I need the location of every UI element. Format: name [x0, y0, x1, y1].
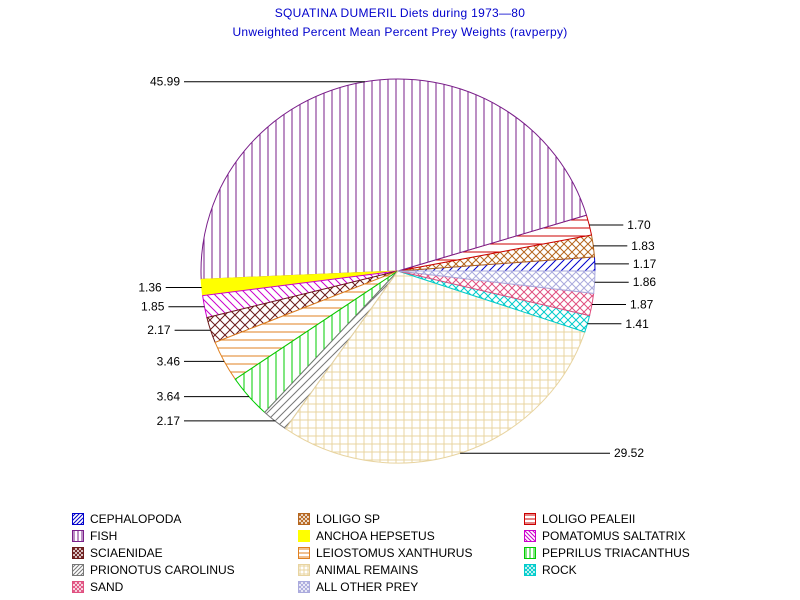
legend-swatch-peprilus-triacanthus: [524, 547, 536, 559]
pie-slice-animal-remains: [284, 270, 586, 464]
legend-label: PEPRILUS TRIACANTHUS: [542, 546, 690, 560]
slice-labels: 1.17 1.83 1.70 45.99 1.36 1.85 2.17 3.46 3.64 2.1…: [138, 75, 656, 461]
legend-item-pomatomus-saltatrix: POMATOMUS SALTATRIX: [524, 528, 686, 544]
slice-label-prionotus-carolinus: 2.17: [157, 414, 181, 428]
legend-swatch-fish: [72, 530, 84, 542]
legend-item-cephalopoda: CEPHALOPODA: [72, 511, 181, 527]
slice-label-all-other-prey: 1.86: [633, 275, 657, 289]
slice-label-cephalopoda: 1.17: [633, 257, 657, 271]
legend-swatch-prionotus-carolinus: [72, 564, 84, 576]
legend-label: ALL OTHER PREY: [316, 580, 419, 594]
legend-item-leiostomus-xanthurus: LEIOSTOMUS XANTHURUS: [298, 545, 472, 561]
legend-label: SAND: [90, 580, 124, 594]
pie-chart: 1.17 1.83 1.70 45.99 1.36 1.85 2.17 3.46 3.64 2.1…: [138, 75, 657, 464]
legend-item-sand: SAND: [72, 579, 123, 595]
slice-label-sand: 1.87: [630, 298, 654, 312]
legend-swatch-all-other-prey: [298, 581, 310, 593]
legend-swatch-anchoa-hepsetus: [298, 530, 310, 542]
slice-label-peprilus-triacanthus: 3.64: [157, 390, 181, 404]
pie-slice-fish: [200, 78, 588, 280]
slice-label-leiostomus-xanthurus: 3.46: [157, 354, 181, 368]
legend-swatch-cephalopoda: [72, 513, 84, 525]
legend-swatch-leiostomus-xanthurus: [298, 547, 310, 559]
slice-label-fish: 45.99: [150, 75, 180, 89]
legend-swatch-rock: [524, 564, 536, 576]
slice-label-sciaenidae: 2.17: [147, 323, 171, 337]
legend-label: SCIAENIDAE: [90, 546, 163, 560]
slice-label-anchoa-hepsetus: 1.36: [138, 281, 162, 295]
legend-item-rock: ROCK: [524, 562, 577, 578]
legend-swatch-pomatomus-saltatrix: [524, 530, 536, 542]
chart-subtitle: Unweighted Percent Mean Percent Prey Wei…: [232, 25, 568, 39]
pie-slice-all-other-prey: [397, 270, 596, 294]
pie-slices: [200, 78, 596, 464]
legend-label: POMATOMUS SALTATRIX: [542, 529, 686, 543]
slice-label-rock: 1.41: [625, 317, 649, 331]
legend-swatch-sand: [72, 581, 84, 593]
legend-label: ANIMAL REMAINS: [316, 563, 419, 577]
legend-label: CEPHALOPODA: [90, 512, 182, 526]
legend-swatch-loligo-pealeii: [524, 513, 536, 525]
legend-label: LOLIGO PEALEII: [542, 512, 636, 526]
slice-label-loligo-sp: 1.83: [631, 239, 655, 253]
legend-item-fish: FISH: [72, 528, 117, 544]
slice-label-loligo-pealeii: 1.70: [627, 218, 651, 232]
legend-item-loligo-pealeii: LOLIGO PEALEII: [524, 511, 635, 527]
legend-label: PRIONOTUS CAROLINUS: [90, 563, 235, 577]
legend-item-animal-remains: ANIMAL REMAINS: [298, 562, 418, 578]
legend-swatch-loligo-sp: [298, 513, 310, 525]
legend-label: ANCHOA HEPSETUS: [316, 529, 435, 543]
slice-label-animal-remains: 29.52: [614, 446, 644, 460]
legend-swatch-sciaenidae: [72, 547, 84, 559]
legend-item-anchoa-hepsetus: ANCHOA HEPSETUS: [298, 528, 435, 544]
legend-label: FISH: [90, 529, 118, 543]
legend-label: LEIOSTOMUS XANTHURUS: [316, 546, 473, 560]
chart-title: SQUATINA DUMERIL Diets during 1973—80: [274, 6, 526, 20]
legend-item-prionotus-carolinus: PRIONOTUS CAROLINUS: [72, 562, 235, 578]
slice-label-pomatomus-saltatrix: 1.85: [141, 300, 165, 314]
legend-swatch-animal-remains: [298, 564, 310, 576]
legend-item-peprilus-triacanthus: PEPRILUS TRIACANTHUS: [524, 545, 690, 561]
leader-lines: [165, 81, 629, 454]
legend-item-all-other-prey: ALL OTHER PREY: [298, 579, 418, 595]
legend-item-loligo-sp: LOLIGO SP: [298, 511, 380, 527]
legend-item-sciaenidae: SCIAENIDAE: [72, 545, 163, 561]
legend-label: LOLIGO SP: [316, 512, 381, 526]
legend-label: ROCK: [542, 563, 577, 577]
